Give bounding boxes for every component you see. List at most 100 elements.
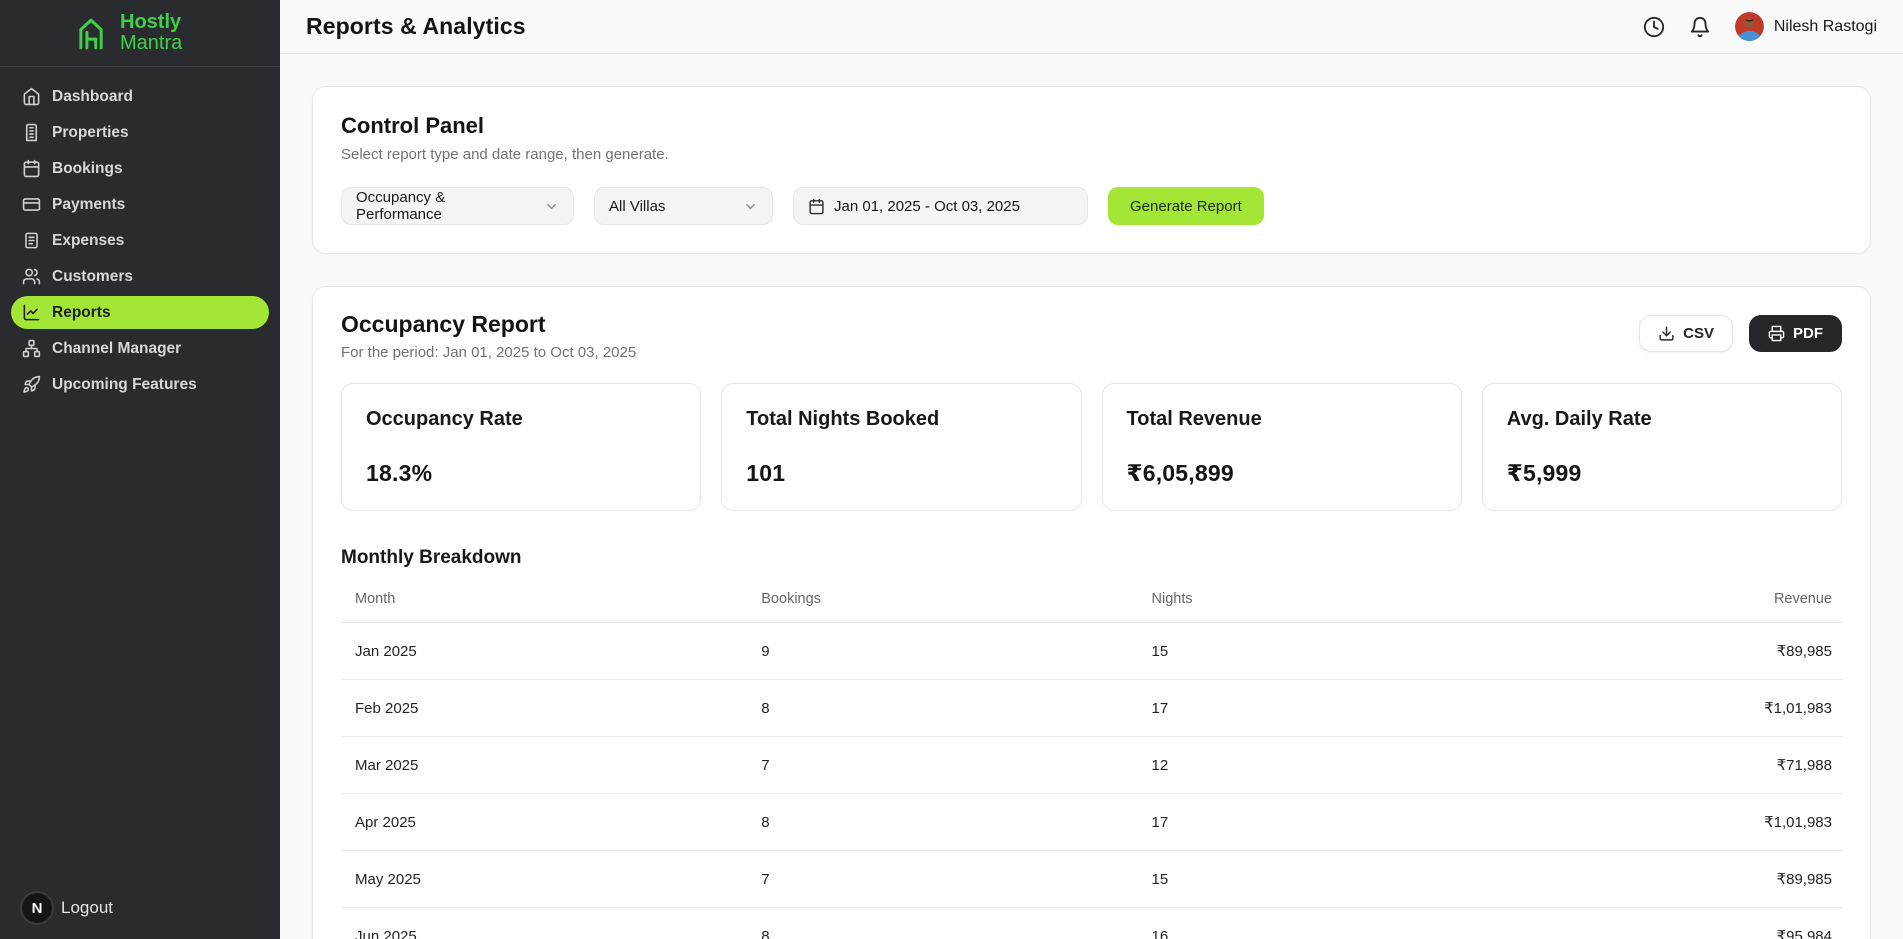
- column-header-bookings: Bookings: [761, 579, 1152, 623]
- export-buttons: CSV PDF: [1639, 315, 1842, 352]
- sidebar-item-label: Upcoming Features: [52, 375, 197, 393]
- cell-bookings: 8: [761, 679, 1152, 737]
- occupancy-report-card: Occupancy Report For the period: Jan 01,…: [312, 286, 1871, 939]
- sidebar-item-upcoming-features[interactable]: Upcoming Features: [11, 368, 269, 401]
- cell-revenue: ₹89,985: [1541, 622, 1842, 680]
- stat-value: 101: [746, 460, 786, 486]
- sidebar-item-expenses[interactable]: Expenses: [11, 224, 269, 257]
- monthly-breakdown-table: Month Bookings Nights Revenue Jan 2025 9…: [341, 579, 1842, 939]
- house-logo-icon: [72, 13, 110, 53]
- table-header-row: Month Bookings Nights Revenue: [341, 579, 1842, 623]
- topbar-actions: Nilesh Rastogi: [1643, 12, 1877, 41]
- cell-revenue: ₹95,984: [1541, 907, 1842, 939]
- column-header-month: Month: [341, 579, 762, 623]
- sidebar-item-label: Properties: [52, 123, 129, 141]
- sidebar-item-label: Payments: [52, 195, 126, 213]
- cell-revenue: ₹71,988: [1541, 736, 1842, 794]
- stat-card-total-revenue: Total Revenue ₹6,05,899: [1101, 383, 1462, 511]
- cell-nights: 15: [1151, 622, 1542, 680]
- monthly-breakdown-title: Monthly Breakdown: [341, 547, 522, 568]
- cell-month: Jan 2025: [341, 622, 762, 680]
- sidebar-item-dashboard[interactable]: Dashboard: [11, 80, 269, 113]
- control-panel-card: Control Panel Select report type and dat…: [312, 86, 1871, 254]
- sidebar-item-payments[interactable]: Payments: [11, 188, 269, 221]
- sidebar-item-bookings[interactable]: Bookings: [11, 152, 269, 185]
- control-panel-subtitle: Select report type and date range, then …: [341, 146, 669, 163]
- column-header-nights: Nights: [1151, 579, 1542, 623]
- cell-revenue: ₹1,01,983: [1541, 679, 1842, 737]
- stat-value: 18.3%: [366, 460, 433, 486]
- logout-button[interactable]: Logout: [61, 898, 113, 917]
- table-row: May 2025 7 15 ₹89,985: [341, 850, 1842, 908]
- chevron-down-icon: [743, 199, 758, 214]
- cell-bookings: 7: [761, 850, 1152, 908]
- stat-cards: Occupancy Rate 18.3% Total Nights Booked…: [341, 383, 1842, 511]
- sidebar-item-label: Dashboard: [52, 87, 133, 105]
- report-type-select[interactable]: Occupancy & Performance: [341, 187, 574, 225]
- sidebar-item-properties[interactable]: Properties: [11, 116, 269, 149]
- date-range-picker[interactable]: Jan 01, 2025 - Oct 03, 2025: [793, 187, 1088, 225]
- content: Control Panel Select report type and dat…: [280, 54, 1903, 939]
- user-avatar: [1734, 12, 1764, 41]
- user-name: Nilesh Rastogi: [1773, 17, 1877, 35]
- stat-label: Occupancy Rate: [366, 408, 523, 430]
- export-csv-button[interactable]: CSV: [1639, 315, 1733, 352]
- home-icon: [22, 87, 41, 106]
- table-row: Jun 2025 8 16 ₹95,984: [341, 907, 1842, 939]
- stat-card-total-nights: Total Nights Booked 101: [721, 383, 1082, 511]
- network-icon: [22, 339, 41, 358]
- cell-nights: 17: [1151, 793, 1542, 851]
- control-panel-controls: Occupancy & Performance All Villas Jan: [341, 187, 1842, 225]
- chart-line-icon: [22, 303, 41, 322]
- property-select-value: All Villas: [609, 197, 666, 215]
- sidebar-item-label: Bookings: [52, 159, 123, 177]
- receipt-icon: [22, 231, 41, 250]
- download-icon: [1658, 325, 1675, 342]
- notifications-bell-icon[interactable]: [1689, 16, 1711, 38]
- cell-bookings: 8: [761, 907, 1152, 939]
- brand-logo: Hostly Mantra: [0, 0, 280, 67]
- cell-nights: 15: [1151, 850, 1542, 908]
- sidebar-footer: N Logout: [0, 877, 280, 939]
- building-icon: [22, 123, 41, 142]
- brand-name: Hostly Mantra: [120, 11, 183, 54]
- sidebar-item-customers[interactable]: Customers: [11, 260, 269, 293]
- table-row: Jan 2025 9 15 ₹89,985: [341, 622, 1842, 680]
- chevron-down-icon: [544, 199, 559, 214]
- calendar-icon: [22, 159, 41, 178]
- stat-card-occupancy-rate: Occupancy Rate 18.3%: [341, 383, 702, 511]
- printer-icon: [1768, 325, 1785, 342]
- generate-report-button[interactable]: Generate Report: [1108, 187, 1264, 225]
- table-row: Apr 2025 8 17 ₹1,01,983: [341, 793, 1842, 851]
- rocket-icon: [22, 375, 41, 394]
- table-row: Mar 2025 7 12 ₹71,988: [341, 736, 1842, 794]
- user-menu[interactable]: Nilesh Rastogi: [1734, 12, 1877, 41]
- table-row: Feb 2025 8 17 ₹1,01,983: [341, 679, 1842, 737]
- stat-label: Avg. Daily Rate: [1506, 408, 1652, 430]
- sidebar-item-channel-manager[interactable]: Channel Manager: [11, 332, 269, 365]
- sidebar-item-label: Customers: [52, 267, 133, 285]
- export-pdf-button[interactable]: PDF: [1749, 315, 1842, 352]
- cell-nights: 17: [1151, 679, 1542, 737]
- property-select[interactable]: All Villas: [594, 187, 773, 225]
- cell-month: Jun 2025: [341, 907, 762, 939]
- sidebar-item-reports[interactable]: Reports: [11, 296, 269, 329]
- sidebar-nav: Dashboard Properties Bookings Payments E…: [0, 67, 280, 417]
- control-panel-title: Control Panel: [341, 113, 485, 138]
- cell-bookings: 7: [761, 736, 1152, 794]
- history-clock-icon[interactable]: [1643, 16, 1665, 38]
- user-initial-avatar: N: [20, 891, 54, 925]
- report-period: For the period: Jan 01, 2025 to Oct 03, …: [341, 344, 637, 361]
- stat-card-avg-daily-rate: Avg. Daily Rate ₹5,999: [1481, 383, 1842, 511]
- sidebar-item-label: Channel Manager: [52, 339, 182, 357]
- cell-month: May 2025: [341, 850, 762, 908]
- cell-month: Feb 2025: [341, 679, 762, 737]
- stat-value: ₹6,05,899: [1126, 460, 1234, 486]
- stat-label: Total Nights Booked: [746, 408, 940, 430]
- cell-bookings: 9: [761, 622, 1152, 680]
- cell-revenue: ₹1,01,983: [1541, 793, 1842, 851]
- date-range-value: Jan 01, 2025 - Oct 03, 2025: [834, 197, 1020, 215]
- topbar: Reports & Analytics Nilesh Rastogi: [280, 0, 1903, 54]
- main-area: Reports & Analytics Nilesh Rastogi Contr…: [280, 0, 1903, 939]
- cell-month: Mar 2025: [341, 736, 762, 794]
